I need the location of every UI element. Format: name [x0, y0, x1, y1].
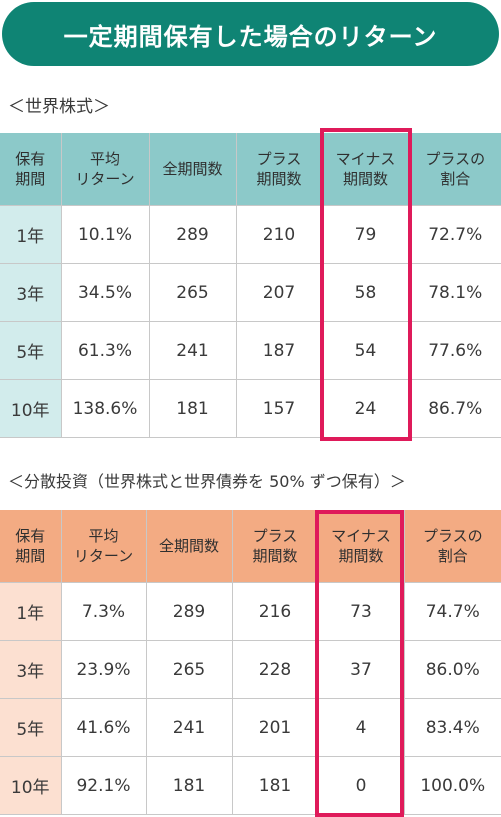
cell-minus-periods: 73 — [318, 582, 405, 641]
header-holding-period: 保有 期間 — [0, 510, 62, 583]
cell-total-periods: 289 — [146, 582, 233, 641]
cell-plus-periods: 216 — [232, 582, 319, 641]
cell-year: 10年 — [0, 379, 62, 438]
cell-year: 10年 — [0, 756, 62, 815]
table-row: 1年 10.1% 289 210 79 72.7% — [0, 205, 501, 264]
cell-average-return: 23.9% — [61, 640, 147, 699]
cell-year: 5年 — [0, 698, 62, 757]
cell-plus-ratio: 74.7% — [404, 582, 501, 641]
cell-plus-periods: 207 — [236, 263, 323, 322]
cell-minus-periods: 24 — [322, 379, 410, 438]
cell-average-return: 92.1% — [61, 756, 147, 815]
cell-average-return: 34.5% — [61, 263, 150, 322]
cell-year: 3年 — [0, 640, 62, 699]
cell-plus-ratio: 100.0% — [404, 756, 501, 815]
header-holding-period: 保有 期間 — [0, 133, 62, 206]
header-average-return: 平均 リターン — [61, 133, 150, 206]
section-label-world-stocks: ＜世界株式＞ — [8, 97, 110, 117]
cell-minus-periods: 37 — [318, 640, 405, 699]
header-total-periods: 全期間数 — [149, 133, 237, 206]
cell-average-return: 10.1% — [61, 205, 150, 264]
cell-year: 1年 — [0, 582, 62, 641]
cell-total-periods: 289 — [149, 205, 237, 264]
cell-total-periods: 241 — [149, 321, 237, 380]
cell-average-return: 7.3% — [61, 582, 147, 641]
cell-average-return: 138.6% — [61, 379, 150, 438]
cell-average-return: 41.6% — [61, 698, 147, 757]
header-plus-periods: プラス 期間数 — [236, 133, 323, 206]
cell-plus-ratio: 86.7% — [409, 379, 501, 438]
diversified-table: 保有 期間 平均 リターン 全期間数 プラス 期間数 マイナス 期間数 プラスの… — [0, 510, 501, 815]
header-average-return: 平均 リターン — [61, 510, 147, 583]
header-plus-ratio: プラスの 割合 — [404, 510, 501, 583]
cell-total-periods: 241 — [146, 698, 233, 757]
cell-average-return: 61.3% — [61, 321, 150, 380]
cell-year: 3年 — [0, 263, 62, 322]
cell-minus-periods-zero: 0 — [318, 756, 405, 815]
cell-plus-ratio: 86.0% — [404, 640, 501, 699]
cell-plus-periods: 210 — [236, 205, 323, 264]
table-header-row: 保有 期間 平均 リターン 全期間数 プラス 期間数 マイナス 期間数 プラスの… — [0, 510, 501, 583]
cell-plus-periods: 201 — [232, 698, 319, 757]
cell-total-periods: 265 — [146, 640, 233, 699]
page-title: 一定期間保有した場合のリターン — [2, 2, 499, 66]
cell-year: 5年 — [0, 321, 62, 380]
header-minus-periods: マイナス 期間数 — [318, 510, 405, 583]
table-row: 10年 138.6% 181 157 24 86.7% — [0, 379, 501, 438]
cell-total-periods: 181 — [146, 756, 233, 815]
section-label-diversified: ＜分散投資（世界株式と世界債券を 50% ずつ保有）＞ — [8, 472, 406, 491]
cell-minus-periods: 79 — [322, 205, 410, 264]
cell-minus-periods: 58 — [322, 263, 410, 322]
cell-minus-periods: 54 — [322, 321, 410, 380]
cell-total-periods: 265 — [149, 263, 237, 322]
header-total-periods: 全期間数 — [146, 510, 233, 583]
cell-year: 1年 — [0, 205, 62, 264]
table-row: 5年 41.6% 241 201 4 83.4% — [0, 698, 501, 757]
cell-plus-periods: 187 — [236, 321, 323, 380]
header-plus-ratio: プラスの 割合 — [409, 133, 501, 206]
table-header-row: 保有 期間 平均 リターン 全期間数 プラス 期間数 マイナス 期間数 プラスの… — [0, 133, 501, 206]
cell-minus-periods: 4 — [318, 698, 405, 757]
header-plus-periods: プラス 期間数 — [232, 510, 319, 583]
cell-plus-ratio: 78.1% — [409, 263, 501, 322]
table-row: 5年 61.3% 241 187 54 77.6% — [0, 321, 501, 380]
cell-plus-ratio: 77.6% — [409, 321, 501, 380]
table-row: 10年 92.1% 181 181 0 100.0% — [0, 756, 501, 815]
cell-plus-ratio: 83.4% — [404, 698, 501, 757]
world-stocks-table: 保有 期間 平均 リターン 全期間数 プラス 期間数 マイナス 期間数 プラスの… — [0, 133, 501, 438]
header-minus-periods: マイナス 期間数 — [322, 133, 410, 206]
cell-plus-ratio: 72.7% — [409, 205, 501, 264]
cell-plus-periods: 157 — [236, 379, 323, 438]
cell-plus-periods: 228 — [232, 640, 319, 699]
cell-total-periods: 181 — [149, 379, 237, 438]
cell-plus-periods: 181 — [232, 756, 319, 815]
table-row: 3年 23.9% 265 228 37 86.0% — [0, 640, 501, 699]
table-row: 3年 34.5% 265 207 58 78.1% — [0, 263, 501, 322]
table-row: 1年 7.3% 289 216 73 74.7% — [0, 582, 501, 641]
